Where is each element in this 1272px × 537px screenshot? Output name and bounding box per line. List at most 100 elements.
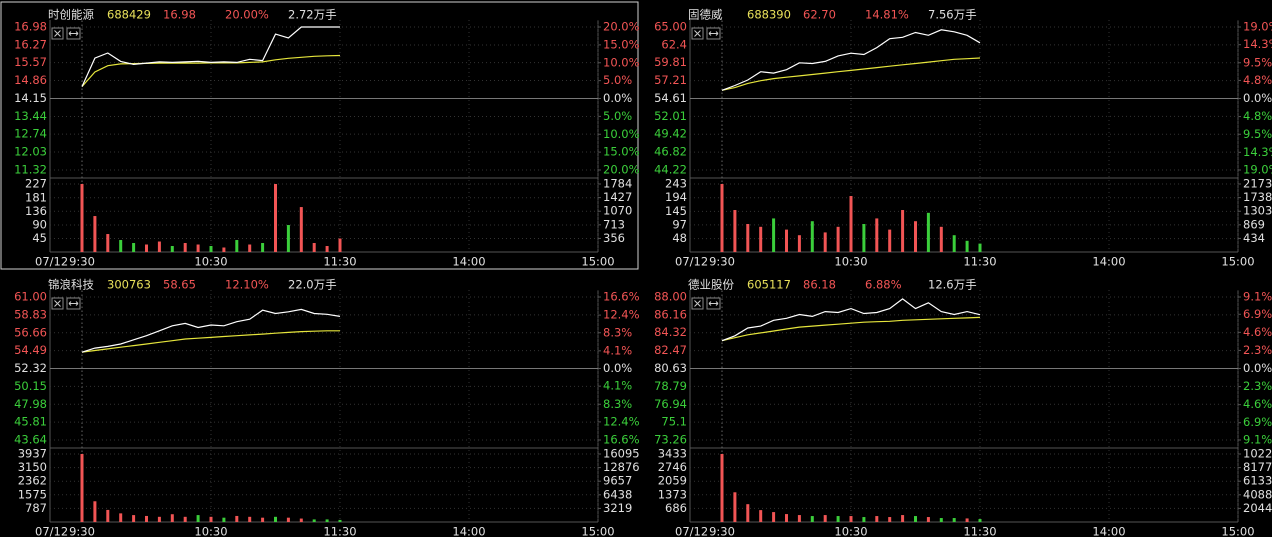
pct-tick-label: 5.0% bbox=[603, 73, 632, 87]
pct-tick-label: 4.1% bbox=[603, 343, 632, 357]
volume-bar bbox=[274, 516, 277, 522]
volume-bar bbox=[926, 212, 930, 252]
close-icon[interactable] bbox=[691, 297, 704, 310]
time-tick-label: 10:30 bbox=[194, 255, 227, 269]
volume-bar bbox=[248, 516, 252, 522]
stock-price: 16.98 bbox=[163, 8, 196, 22]
price-line bbox=[81, 308, 341, 353]
expand-icon[interactable] bbox=[66, 297, 81, 310]
stock-change: 12.10% bbox=[225, 278, 269, 292]
volume-bar bbox=[209, 516, 213, 522]
time-tick-label: 14:00 bbox=[452, 255, 485, 269]
stock-volume: 2.72万手 bbox=[288, 8, 337, 22]
amount-tick-label: 6133 bbox=[1243, 474, 1272, 488]
volume-tick-label: 3937 bbox=[18, 447, 47, 461]
amount-tick-label: 4088 bbox=[1243, 487, 1272, 501]
stock-change: 6.88% bbox=[865, 278, 902, 292]
volume-bar bbox=[248, 244, 252, 252]
close-icon[interactable] bbox=[51, 27, 64, 40]
volume-tick-label: 145 bbox=[665, 204, 687, 218]
price-tick-label: 56.66 bbox=[14, 325, 47, 339]
stock-price: 62.70 bbox=[803, 8, 836, 22]
time-tick-label: 14:00 bbox=[452, 525, 485, 537]
price-tick-label: 46.82 bbox=[654, 145, 687, 159]
volume-bar bbox=[274, 184, 277, 252]
pct-tick-label: 10.0% bbox=[603, 127, 640, 141]
volume-bar bbox=[261, 517, 265, 522]
selected-frame bbox=[0, 1, 639, 270]
volume-bar bbox=[338, 519, 342, 522]
volume-bar bbox=[772, 218, 776, 252]
expand-icon[interactable] bbox=[706, 297, 721, 310]
close-x bbox=[54, 300, 61, 307]
pct-tick-label: 15.0% bbox=[603, 37, 640, 51]
close-x bbox=[54, 30, 61, 37]
volume-bar bbox=[965, 240, 969, 252]
amount-tick-label: 2173 bbox=[1243, 177, 1272, 191]
average-price-line bbox=[721, 316, 981, 342]
volume-bar bbox=[901, 515, 905, 522]
stock-name: 时创能源 bbox=[48, 8, 94, 22]
amount-tick-label: 2044 bbox=[1243, 501, 1272, 515]
volume-tick-label: 136 bbox=[25, 204, 47, 218]
price-tick-label: 13.44 bbox=[14, 109, 47, 123]
expand-icon[interactable] bbox=[706, 27, 721, 40]
volume-bar bbox=[325, 246, 329, 252]
stock-change: 14.81% bbox=[865, 8, 909, 22]
price-tick-label: 73.26 bbox=[654, 433, 687, 447]
volume-bar bbox=[785, 229, 788, 252]
expand-icon[interactable] bbox=[66, 27, 81, 40]
expand-arrow bbox=[68, 301, 79, 306]
pct-tick-label: 4.6% bbox=[1243, 325, 1272, 339]
pct-tick-label: 14.3% bbox=[1243, 37, 1272, 51]
amount-tick-label: 434 bbox=[1243, 231, 1265, 245]
stock-code: 605117 bbox=[747, 278, 791, 292]
close-x bbox=[694, 30, 701, 37]
pct-tick-label: 9.5% bbox=[1243, 55, 1272, 69]
time-tick-label: 11:30 bbox=[323, 525, 356, 537]
close-icon[interactable] bbox=[51, 297, 64, 310]
volume-bar bbox=[978, 519, 982, 522]
price-tick-label: 86.16 bbox=[654, 307, 687, 321]
stock-panel: 锦浪科技 300763 58.65 12.10% 22.0万手 61.00 58.83 56.… bbox=[14, 278, 640, 537]
amount-tick-label: 9657 bbox=[603, 474, 632, 488]
volume-bar bbox=[952, 518, 956, 522]
volume-tick-label: 181 bbox=[25, 190, 47, 204]
price-tick-label: 78.79 bbox=[654, 379, 687, 393]
pct-tick-label: 6.9% bbox=[1243, 307, 1272, 321]
price-tick-label: 50.15 bbox=[14, 379, 47, 393]
volume-bar bbox=[119, 240, 123, 252]
price-tick-label: 49.42 bbox=[654, 127, 687, 141]
volume-bar bbox=[836, 516, 840, 522]
date-label: 07/12 bbox=[675, 525, 708, 537]
stock-code: 688390 bbox=[747, 8, 791, 22]
volume-bar bbox=[733, 492, 737, 522]
stock-volume: 12.6万手 bbox=[928, 278, 977, 292]
stock-code: 688429 bbox=[107, 8, 151, 22]
volume-bar bbox=[875, 218, 879, 252]
stock-panel: 时创能源 688429 16.98 20.00% 2.72万手 16.98 16.27 15.… bbox=[14, 8, 640, 269]
time-tick-label: 9:30 bbox=[709, 525, 735, 537]
stock-price: 58.65 bbox=[163, 278, 196, 292]
price-tick-label: 14.86 bbox=[14, 73, 47, 87]
time-tick-label: 14:00 bbox=[1092, 255, 1125, 269]
time-tick-label: 9:30 bbox=[69, 525, 95, 537]
stock-price: 86.18 bbox=[803, 278, 836, 292]
time-tick-label: 11:30 bbox=[963, 525, 996, 537]
close-icon[interactable] bbox=[691, 27, 704, 40]
time-tick-label: 15:00 bbox=[1221, 255, 1254, 269]
time-tick-label: 14:00 bbox=[1092, 525, 1125, 537]
amount-tick-label: 1303 bbox=[1243, 204, 1272, 218]
price-tick-label: 52.32 bbox=[14, 361, 47, 375]
volume-tick-label: 787 bbox=[25, 501, 47, 515]
price-tick-label: 84.32 bbox=[654, 325, 687, 339]
date-label: 07/12 bbox=[35, 525, 68, 537]
volume-tick-label: 686 bbox=[665, 501, 687, 515]
volume-bar bbox=[106, 509, 110, 522]
pct-tick-label: 8.3% bbox=[603, 397, 632, 411]
amount-tick-label: 8177 bbox=[1243, 460, 1272, 474]
amount-tick-label: 16095 bbox=[603, 447, 640, 461]
price-tick-label: 80.63 bbox=[654, 361, 687, 375]
stock-panel: 固德威 688390 62.70 14.81% 7.56万手 65.00 62.4 59.81… bbox=[654, 8, 1272, 269]
volume-bar bbox=[183, 243, 187, 252]
